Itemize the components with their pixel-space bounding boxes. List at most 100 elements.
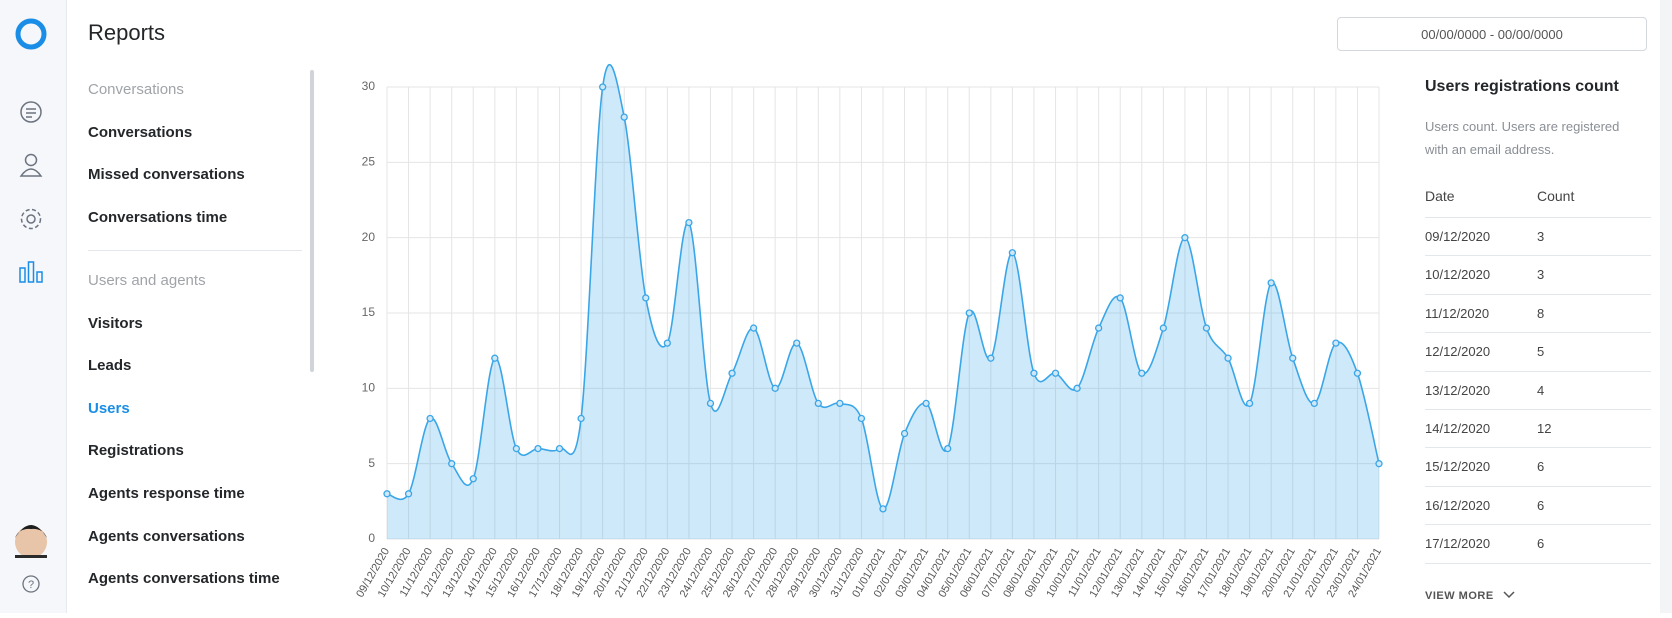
y-tick-label: 25 [362, 155, 376, 169]
point [1267, 279, 1275, 287]
point [900, 429, 909, 438]
table-cell: 17/12/2020 [1425, 536, 1491, 552]
menu-section-title: Conversations [88, 81, 184, 98]
logo[interactable] [15, 18, 47, 50]
reports-icon[interactable] [19, 261, 43, 283]
point [1375, 460, 1383, 468]
point [1116, 294, 1124, 302]
menu-divider [88, 250, 302, 251]
point [922, 399, 930, 408]
point [1138, 369, 1146, 377]
view-more-label: VIEW MORE [1425, 590, 1494, 602]
point [1202, 324, 1211, 332]
point [944, 444, 952, 453]
menu-item[interactable]: Visitors [88, 314, 143, 332]
point [1095, 324, 1103, 332]
point [642, 294, 650, 302]
table-row-line [1425, 332, 1651, 334]
table-header: Count [1537, 188, 1575, 204]
menu-item[interactable]: Conversations [88, 123, 193, 141]
menu-item[interactable]: Users [88, 399, 130, 417]
y-tick-label: 20 [362, 230, 376, 244]
svg-text:?: ? [28, 579, 34, 591]
table-cell: 13/12/2020 [1425, 382, 1491, 398]
point [620, 113, 628, 121]
users-icon[interactable] [19, 153, 43, 177]
table-cell: 6 [1537, 497, 1545, 513]
table-cell: 16/12/2020 [1425, 497, 1491, 513]
point [836, 399, 844, 408]
settings-icon[interactable] [20, 208, 42, 230]
help-icon[interactable]: ? [22, 575, 40, 593]
table-cell: 09/12/2020 [1425, 229, 1491, 244]
point [512, 444, 521, 453]
point [469, 475, 477, 483]
menu-item[interactable]: Agents response time [88, 485, 245, 502]
point [1051, 369, 1060, 377]
point [1224, 354, 1232, 362]
point [577, 414, 585, 423]
point [491, 354, 499, 362]
table-cell: 12/12/2020 [1425, 344, 1491, 360]
point [383, 490, 391, 498]
point [706, 399, 715, 408]
icon-rail: ? [0, 0, 67, 613]
point [749, 324, 758, 332]
menu-item[interactable]: Registrations [88, 442, 184, 460]
menu-item[interactable]: Conversations time [88, 208, 228, 226]
table-row-line [1425, 524, 1651, 526]
table-cell: 3 [1537, 267, 1545, 283]
page-scrollbar [1660, 0, 1672, 613]
y-tick-label: 30 [362, 79, 376, 93]
table-row-line [1425, 562, 1651, 564]
point [555, 444, 564, 453]
point [793, 339, 801, 347]
point [987, 354, 995, 362]
point [771, 384, 779, 392]
point [1030, 369, 1038, 377]
menu-item[interactable]: Leads [88, 357, 132, 375]
date-range-input[interactable]: 00/00/0000 - 00/00/0000 [1337, 17, 1647, 51]
point [1159, 324, 1167, 332]
point [663, 339, 671, 347]
point [599, 83, 607, 91]
point [534, 444, 542, 453]
table-cell: 15/12/2020 [1425, 459, 1491, 475]
point [879, 505, 887, 513]
point [1073, 384, 1081, 392]
table-header: Date [1425, 188, 1455, 204]
table-cell: 10/12/2020 [1425, 267, 1491, 283]
point [965, 309, 973, 317]
conversations-icon[interactable] [20, 101, 42, 123]
point [1008, 249, 1017, 257]
table-cell: 8 [1537, 305, 1545, 321]
page-title: Reports [88, 20, 166, 45]
menu-item[interactable]: Agents conversations [88, 527, 245, 545]
y-tick-label: 0 [368, 531, 375, 545]
point [728, 369, 736, 377]
menu-item[interactable]: Agents conversations time [88, 570, 280, 588]
point [1245, 399, 1254, 408]
table-row-line [1425, 447, 1651, 449]
table-row-line [1425, 217, 1651, 218]
chevron [1503, 591, 1515, 599]
point [404, 490, 413, 498]
view-more[interactable]: VIEW MORE [1425, 590, 1515, 602]
avatar[interactable] [15, 525, 47, 558]
point [814, 399, 822, 408]
table-row-line [1425, 485, 1651, 487]
table-row-line [1425, 409, 1651, 410]
menu-item[interactable]: Missed conversations [88, 166, 245, 184]
point [685, 218, 693, 227]
area [387, 64, 1379, 540]
table-row-line [1425, 370, 1651, 372]
point [857, 414, 866, 423]
table-cell: 14/12/2020 [1425, 421, 1491, 436]
menu-scrollbar[interactable] [310, 70, 314, 372]
point [448, 460, 456, 468]
table-cell: 11/12/2020 [1425, 305, 1490, 321]
table-cell: 6 [1537, 459, 1545, 475]
point [1353, 369, 1362, 377]
point [1332, 339, 1340, 347]
